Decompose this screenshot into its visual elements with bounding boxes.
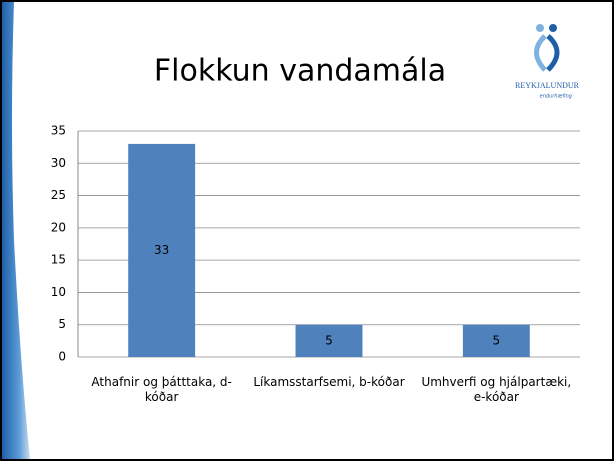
- y-tick-label: 5: [58, 317, 66, 331]
- logo-tagline: endurhæfing: [540, 94, 572, 100]
- x-tick-label: Athafnir og þátttaka, d-kóðar: [91, 375, 232, 404]
- y-tick-label: 0: [58, 350, 66, 364]
- data-label: 33: [154, 243, 169, 257]
- logo-dot: [536, 24, 544, 32]
- y-tick-label: 35: [51, 124, 66, 138]
- bar: [128, 143, 196, 357]
- y-tick-label: 20: [51, 220, 66, 234]
- y-tick-label: 25: [51, 188, 66, 202]
- y-tick-label: 15: [51, 253, 66, 267]
- y-tick-label: 30: [51, 156, 66, 170]
- bar: [462, 324, 530, 357]
- logo-arc: [546, 34, 560, 72]
- logo-dot: [549, 24, 557, 32]
- y-tick-label: 10: [51, 285, 66, 299]
- x-tick-label: Umhverfi og hjálpartæki, e-kóðar: [421, 375, 572, 404]
- x-tick-label: Líkamsstarfsemi, b-kóðar: [253, 375, 405, 389]
- data-label: 5: [493, 333, 501, 347]
- logo-name: REYKJALUNDUR: [515, 81, 580, 90]
- side-decoration: [2, 2, 30, 459]
- slide-title: Flokkun vandamála: [154, 54, 446, 89]
- bar: [295, 324, 363, 357]
- logo: REYKJALUNDUR endurhæfing: [515, 24, 580, 100]
- logo-arc: [534, 34, 547, 72]
- data-label: 5: [325, 333, 333, 347]
